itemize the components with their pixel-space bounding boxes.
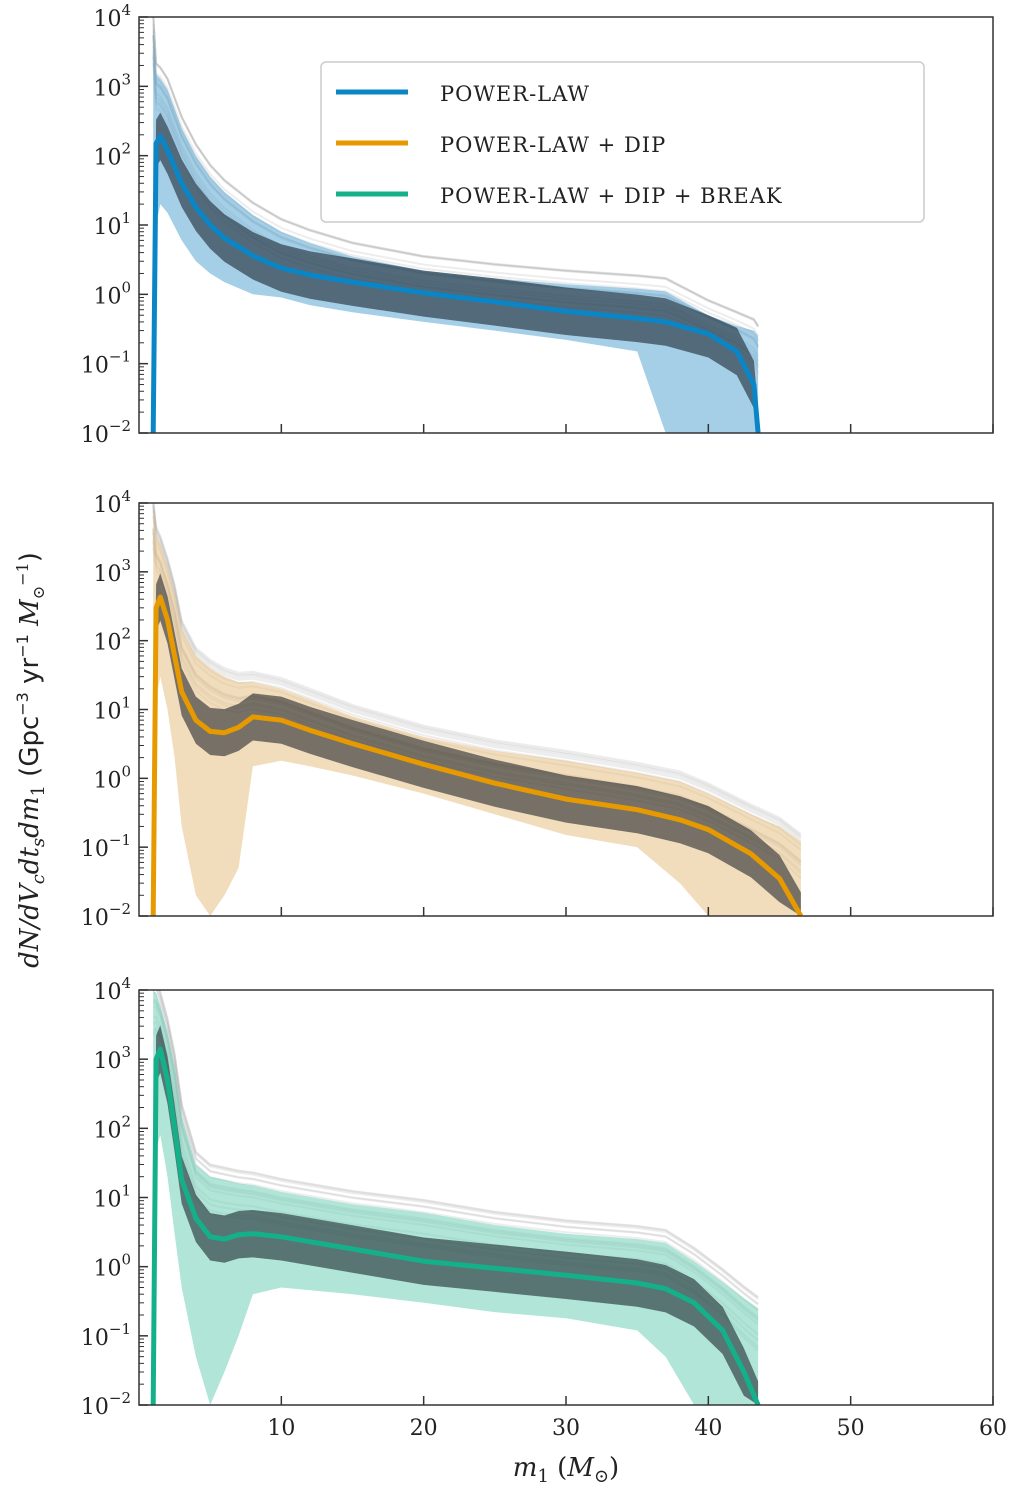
posterior-draw xyxy=(152,24,759,337)
posterior-draw xyxy=(152,17,759,328)
y-axis: 10−2 10−1 100 101 102 103 104 xyxy=(81,487,148,931)
median-line xyxy=(150,594,804,916)
y-tick-label: 104 xyxy=(93,1,131,32)
y-axis: 10−2 10−1 100 101 102 103 104 xyxy=(81,974,148,1420)
y-tick-label: 10−1 xyxy=(81,348,131,379)
core-band xyxy=(153,573,801,916)
legend-label-power-law-dip: POWER-LAW + DIP xyxy=(440,133,666,157)
median-line xyxy=(150,133,761,433)
x-tick-label: 20 xyxy=(410,1416,438,1441)
posterior-draw xyxy=(152,503,802,835)
y-tick-label: 102 xyxy=(93,140,131,171)
y-tick-label: 102 xyxy=(93,625,131,656)
panel-power-law-dip: 10−2 10−1 100 101 102 103 104 xyxy=(81,487,994,931)
credible-band xyxy=(153,990,759,1405)
y-tick-label: 101 xyxy=(93,694,131,725)
panel-power-law: 10−2 10−1 100 101 102 103 104 xyxy=(81,1,994,448)
panel-power-law-dip-break: 10−2 10−1 100 101 102 103 104 10 20 30 40 50 60 xyxy=(81,974,1007,1441)
posterior-draw xyxy=(158,990,759,1298)
posterior-draw xyxy=(155,990,759,1306)
core-band xyxy=(153,112,759,433)
legend: POWER-LAW POWER-LAW + DIP POWER-LAW + DI… xyxy=(320,61,925,223)
posterior-draw xyxy=(152,504,802,840)
y-tick-label: 104 xyxy=(93,974,131,1005)
y-tick-label: 102 xyxy=(93,1112,131,1143)
y-tick-label: 103 xyxy=(93,70,131,101)
legend-label-power-law: POWER-LAW xyxy=(440,82,590,106)
y-tick-label: 104 xyxy=(93,487,131,518)
x-axis-title: m1 (M⊙) xyxy=(513,1453,619,1487)
posterior-draw xyxy=(152,17,759,327)
x-axis xyxy=(280,424,994,433)
plot-area xyxy=(150,503,804,916)
y-tick-label: 10−2 xyxy=(81,417,131,448)
y-tick-label: 103 xyxy=(93,556,131,587)
posterior-draw xyxy=(152,506,802,843)
legend-box xyxy=(320,61,925,223)
y-tick-label: 103 xyxy=(93,1043,131,1074)
posterior-draw xyxy=(152,17,759,328)
y-tick-label: 100 xyxy=(93,1251,131,1282)
posterior-draw xyxy=(158,990,759,1299)
posterior-draw xyxy=(152,503,802,838)
x-tick-label: 40 xyxy=(694,1416,722,1441)
y-tick-label: 101 xyxy=(93,1182,131,1213)
x-tick-label: 60 xyxy=(979,1416,1007,1441)
y-tick-label: 100 xyxy=(93,762,131,793)
y-tick-label: 10−2 xyxy=(81,900,131,931)
plot-area xyxy=(150,17,761,433)
core-band xyxy=(153,1025,759,1405)
legend-label-power-law-dip-break: POWER-LAW + DIP + BREAK xyxy=(440,184,783,208)
y-tick-label: 10−1 xyxy=(81,831,131,862)
y-tick-label: 101 xyxy=(93,209,131,240)
posterior-draw xyxy=(157,990,759,1301)
posterior-draw xyxy=(155,990,759,1305)
median-line xyxy=(150,1046,761,1405)
y-tick-label: 10−2 xyxy=(81,1389,131,1420)
y-tick-label: 10−1 xyxy=(81,1320,131,1351)
x-tick-label: 50 xyxy=(837,1416,865,1441)
y-axis-title: dN/dVcdtsdm1 (Gpc−3 yr−1 M⊙−1) xyxy=(13,552,49,968)
x-tick-label: 10 xyxy=(267,1416,295,1441)
y-axis: 10−2 10−1 100 101 102 103 104 xyxy=(81,1,148,448)
posterior-draw xyxy=(152,503,802,837)
plot-area xyxy=(150,990,761,1405)
x-axis: 10 20 30 40 50 60 xyxy=(267,1396,1007,1441)
posterior-draw xyxy=(152,991,759,1311)
x-tick-label: 30 xyxy=(552,1416,580,1441)
posterior-draw xyxy=(152,17,759,327)
y-tick-label: 100 xyxy=(93,278,131,309)
x-axis xyxy=(280,907,994,916)
